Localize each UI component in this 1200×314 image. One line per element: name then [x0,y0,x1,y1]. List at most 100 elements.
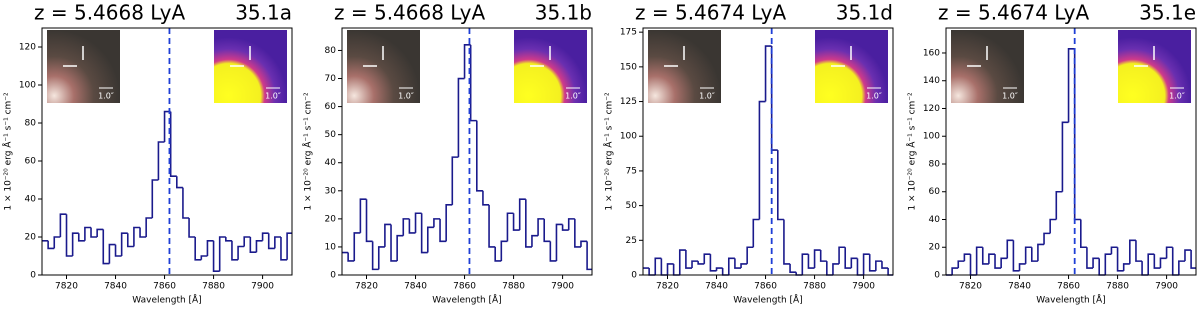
spectrum-step [988,253,996,264]
y-tick-label: 40 [325,158,337,168]
x-axis-label: Wavelength [Å] [432,294,501,306]
spectrum-step [243,236,251,247]
spectrum-step [261,232,269,241]
spectrum-step [819,250,827,262]
panel: z = 5.4668 LyA 35.1b 0 10 20 30 40 50 60 70 80 7820… [302,1,593,306]
x-tick-label: 7840 [404,282,427,292]
y-tick-label: 120 [19,43,36,53]
spectrum-step [1190,250,1196,269]
x-tick-label: 7860 [153,282,176,292]
spectrum-step [758,100,766,220]
spectrum-step [586,241,592,271]
y-tick-label: 50 [626,201,638,211]
x-tick-label: 7900 [551,282,574,292]
panel-title: z = 5.4668 LyA [334,1,485,25]
spectrum-step [752,218,760,248]
y-tick-label: 100 [923,132,940,142]
spectrum-step [1171,247,1179,276]
panel-title: z = 5.4668 LyA [34,1,185,25]
spectrum-step [703,253,711,264]
spectrum-step [182,187,190,219]
y-tick-label: 10 [325,242,337,252]
spectrum-step [838,246,846,264]
spectrum-step [359,198,367,233]
spectrum-step [1006,239,1014,259]
y-tick-label: 160 [923,48,940,58]
inset-scale-label: 1.0″ [98,92,114,101]
spectrum-step [1086,247,1094,269]
spectrum-step [826,261,833,276]
y-tick-label: 70 [325,74,337,84]
spectrum-step [648,268,656,276]
y-tick-label: 20 [325,214,337,224]
spectrum-step [469,44,477,122]
spectrum-step [157,141,165,180]
x-tick-label: 7860 [1057,282,1080,292]
x-axis-label: Wavelength [Å] [733,294,802,306]
axes-frame [341,27,593,276]
inset-scale-label: 1.0″ [1002,92,1018,101]
spectrum-step [969,254,977,276]
spectrum-step [1067,48,1075,123]
spectrum-step [574,218,581,248]
spectrum-step [783,219,791,265]
panel-title: z = 5.4674 LyA [938,1,1089,25]
spectrum-step [212,240,220,272]
spectrum-step [77,233,85,242]
spectrum-step [133,226,141,247]
spectrum-step [868,254,876,272]
inset-scale-label: 1.0″ [866,92,882,101]
spectrum-step [537,218,545,236]
spectrum-step [1159,257,1167,269]
spectrum-step [543,218,551,243]
spectrum-step [660,258,668,276]
x-tick-label: 7900 [1155,282,1178,292]
spectrum-step [813,249,821,269]
x-tick-label: 7880 [803,282,826,292]
axes-frame [41,27,293,276]
spectrum-step [555,223,563,261]
spectrum-step [126,233,134,248]
spectrum-step [65,214,73,257]
spectrum-step [188,218,196,238]
y-tick-label: 0 [934,271,940,281]
spectrum-step [1129,239,1136,264]
spectrum-step [1055,190,1063,220]
spectrum-step [402,218,410,236]
spectrum-step [709,254,717,272]
spectrum-step [53,236,61,249]
spectrum-step [862,253,870,275]
spectrum-step [1184,249,1192,262]
y-tick-label: 20 [929,243,941,253]
spectrum-step [1153,254,1161,269]
spectrum-step [476,120,483,192]
y-axis-label: 1 × 10⁻²⁰ erg Å⁻¹ s⁻¹ cm⁻² [603,92,615,211]
inset-scale-label: 1.0″ [398,92,414,101]
y-tick-label: 60 [25,157,37,167]
spectrum-step [957,260,965,269]
spectrum-step [512,213,520,231]
spectrum-step [280,237,288,261]
spectrum-step [274,236,281,249]
inset-image [1118,30,1191,103]
spectrum-step [721,268,729,276]
spectrum-step [1061,121,1069,192]
inset-image [347,30,420,103]
y-tick-label: 80 [325,46,337,56]
spectrum-step [567,218,575,231]
spectrum-step [1043,232,1051,245]
spectrum-step [114,244,122,257]
spectrum-step [96,228,104,237]
y-tick-label: 80 [929,159,941,169]
spectrum-step [84,226,92,241]
spectrum-step [740,263,748,269]
spectrum-step [353,232,361,261]
spectrum-step [994,254,1002,269]
spectrum-step [384,223,392,247]
spectrum-step [255,240,263,253]
spectrum-step [746,246,754,264]
spectrum-step [770,46,778,151]
spectrum-step [237,245,245,260]
spectrum-step [1080,219,1087,249]
